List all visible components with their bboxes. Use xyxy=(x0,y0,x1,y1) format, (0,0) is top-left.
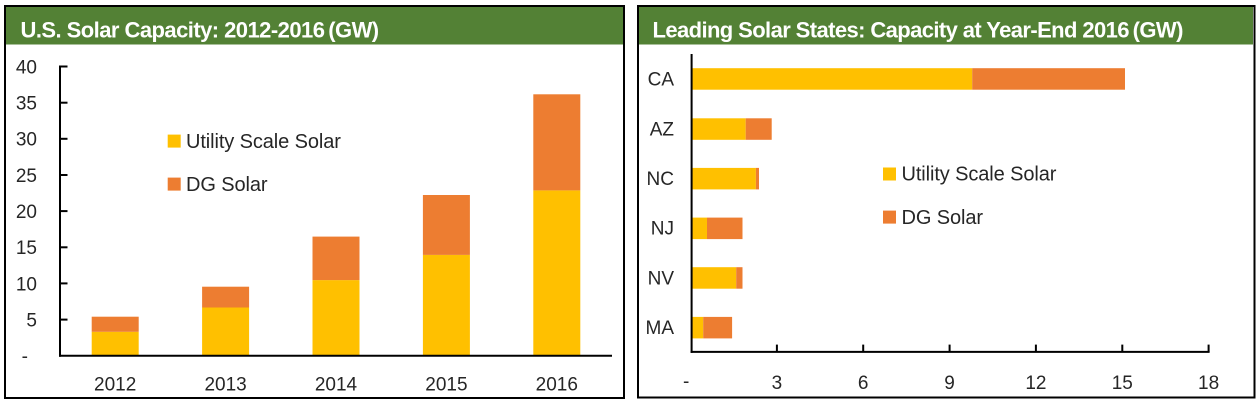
svg-text:-: - xyxy=(22,347,28,368)
svg-text:9: 9 xyxy=(944,373,955,394)
svg-text:2016: 2016 xyxy=(536,374,578,395)
svg-text:40: 40 xyxy=(16,57,37,78)
svg-text:25: 25 xyxy=(16,166,37,187)
svg-text:NV: NV xyxy=(648,268,675,289)
svg-text:12: 12 xyxy=(1025,373,1046,394)
svg-text:15: 15 xyxy=(1112,373,1133,394)
svg-text:30: 30 xyxy=(16,130,37,151)
svg-text:CA: CA xyxy=(648,70,675,91)
svg-text:Utility Scale Solar: Utility Scale Solar xyxy=(186,131,341,153)
svg-text:2012: 2012 xyxy=(94,374,136,395)
svg-text:Utility Scale Solar: Utility Scale Solar xyxy=(902,164,1057,186)
svg-text:DG Solar: DG Solar xyxy=(186,174,268,196)
svg-text:MA: MA xyxy=(646,318,675,339)
svg-text:15: 15 xyxy=(16,238,37,259)
svg-text:10: 10 xyxy=(16,274,37,295)
svg-text:20: 20 xyxy=(16,202,37,223)
svg-text:-: - xyxy=(683,372,689,393)
svg-text:NC: NC xyxy=(647,169,674,190)
svg-text:2015: 2015 xyxy=(425,374,467,395)
svg-text:2013: 2013 xyxy=(204,374,246,395)
svg-text:Leading Solar States: Capacity: Leading Solar States: Capacity at Year-E… xyxy=(653,17,1184,42)
svg-text:DG Solar: DG Solar xyxy=(902,207,984,229)
svg-text:6: 6 xyxy=(858,373,869,394)
svg-text:3: 3 xyxy=(772,373,783,394)
svg-text:AZ: AZ xyxy=(650,119,675,140)
svg-text:18: 18 xyxy=(1198,373,1219,394)
svg-text:35: 35 xyxy=(16,94,37,115)
svg-text:2014: 2014 xyxy=(315,374,358,395)
svg-text:5: 5 xyxy=(26,311,37,332)
svg-text:U.S. Solar Capacity: 2012-2016: U.S. Solar Capacity: 2012-2016 (GW) xyxy=(21,17,379,42)
svg-text:NJ: NJ xyxy=(651,219,674,240)
